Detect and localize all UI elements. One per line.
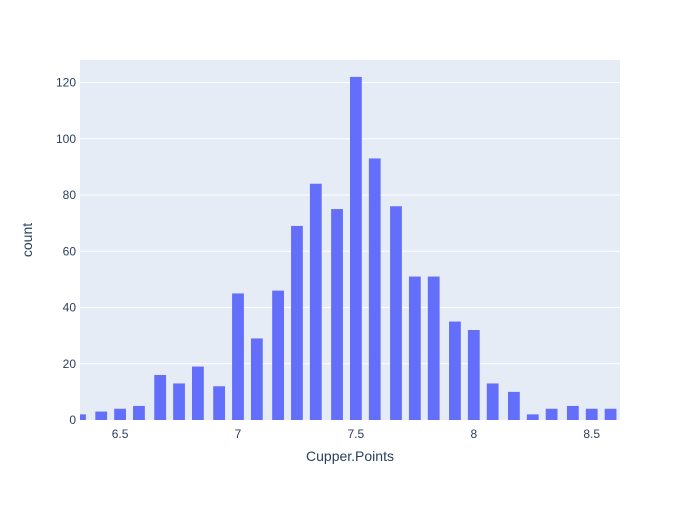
histogram-bar	[390, 206, 402, 420]
histogram-bar	[173, 383, 185, 420]
histogram-bar	[80, 414, 86, 420]
histogram-bar	[350, 76, 362, 420]
histogram-bar	[566, 405, 579, 420]
histogram-bar	[133, 405, 145, 420]
y-axis-ticks: 0 20 40 60 80 100 120	[56, 76, 76, 428]
histogram-bar	[213, 386, 226, 420]
histogram-bar	[507, 391, 520, 420]
histogram-bar	[114, 408, 126, 420]
histogram-bar	[192, 366, 204, 420]
y-tick-label: 0	[69, 413, 76, 427]
x-tick-label: 8.5	[583, 427, 600, 441]
histogram-bar	[154, 375, 167, 420]
y-tick-label: 60	[63, 244, 77, 258]
histogram-bar	[604, 408, 617, 420]
histogram-bar	[408, 276, 421, 420]
histogram-bar	[368, 158, 381, 420]
histogram-bar	[467, 330, 480, 420]
y-axis-title: count	[19, 223, 35, 257]
histogram-bar	[427, 276, 440, 420]
x-axis-ticks: 6.5 7 7.5 8 8.5	[112, 427, 601, 441]
y-tick-label: 80	[63, 188, 77, 202]
x-tick-label: 7.5	[348, 427, 365, 441]
histogram-bar	[585, 408, 598, 420]
x-axis-title: Cupper.Points	[306, 448, 394, 464]
x-tick-label: 8	[470, 427, 477, 441]
y-tick-label: 100	[56, 132, 76, 146]
histogram-bar	[331, 209, 343, 420]
histogram-bar	[95, 411, 108, 420]
x-tick-label: 7	[235, 427, 242, 441]
histogram-bar	[272, 290, 284, 420]
histogram-bar	[309, 183, 322, 420]
y-tick-label: 40	[63, 301, 77, 315]
y-tick-label: 20	[63, 357, 77, 371]
histogram-bar	[449, 321, 461, 420]
x-tick-label: 6.5	[112, 427, 129, 441]
histogram-bar	[291, 225, 303, 420]
histogram-bar	[486, 383, 499, 420]
bars	[80, 76, 617, 420]
histogram-bar	[250, 338, 263, 420]
histogram-bar	[232, 293, 244, 420]
y-tick-label: 120	[56, 76, 76, 90]
histogram-bar	[545, 408, 558, 420]
histogram-bar	[526, 414, 539, 420]
